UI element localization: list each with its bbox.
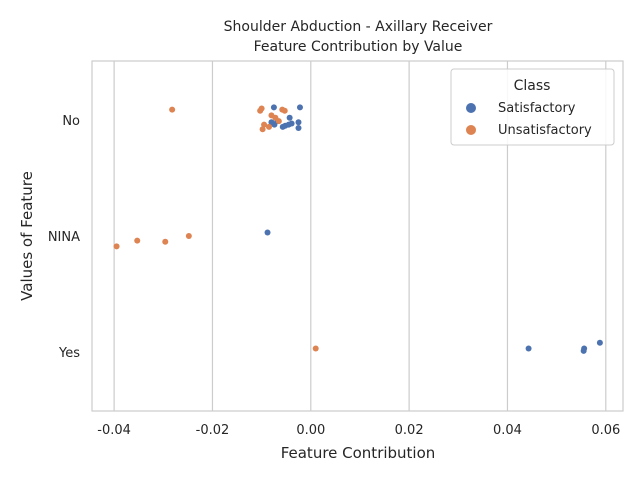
data-point-unsatisfactory xyxy=(257,107,264,114)
x-tick-label: 0.06 xyxy=(591,423,620,438)
data-point-unsatisfactory xyxy=(259,126,266,133)
plot-frame xyxy=(91,60,624,412)
x-axis-label: Feature Contribution xyxy=(281,444,436,462)
data-point-satisfactory xyxy=(264,229,271,236)
legend-marker-satisfactory xyxy=(466,103,476,113)
x-tick-label: 0.04 xyxy=(493,423,522,438)
data-point-unsatisfactory xyxy=(162,238,169,245)
legend-label-unsatisfactory: Unsatisfactory xyxy=(498,123,592,138)
data-points xyxy=(113,104,603,354)
data-point-satisfactory xyxy=(295,119,302,126)
x-tick-labels: -0.04 -0.02 0.00 0.02 0.04 0.06 xyxy=(97,423,620,438)
x-tick-label: 0.02 xyxy=(395,423,424,438)
data-point-unsatisfactory xyxy=(185,233,192,239)
y-tick-label: No xyxy=(62,114,80,129)
data-point-unsatisfactory xyxy=(275,118,282,125)
data-point-satisfactory xyxy=(295,125,302,132)
data-point-unsatisfactory xyxy=(266,123,272,130)
data-point-satisfactory xyxy=(288,120,295,127)
legend-label-satisfactory: Satisfactory xyxy=(498,101,576,116)
data-point-satisfactory xyxy=(596,339,603,346)
data-point-satisfactory xyxy=(286,114,293,121)
y-tick-label: NINA xyxy=(48,230,80,245)
legend-box xyxy=(450,68,615,146)
data-point-satisfactory xyxy=(296,104,303,111)
y-tick-labels: No NINA Yes xyxy=(48,114,80,361)
data-point-satisfactory xyxy=(279,123,286,130)
data-point-unsatisfactory xyxy=(113,243,120,250)
legend-marker-unsatisfactory xyxy=(466,125,476,135)
data-point-unsatisfactory xyxy=(169,106,176,113)
data-point-satisfactory xyxy=(270,104,277,111)
x-tick-label: 0.00 xyxy=(296,423,325,438)
chart-title-line2: Feature Contribution by Value xyxy=(254,39,463,55)
legend: Class Satisfactory Unsatisfactory xyxy=(450,68,615,146)
data-point-unsatisfactory xyxy=(261,121,268,128)
data-point-unsatisfactory xyxy=(312,345,319,352)
y-axis-label: Values of Feature xyxy=(18,171,36,301)
y-tick-label: Yes xyxy=(58,346,80,361)
data-point-unsatisfactory xyxy=(134,237,141,244)
x-tick-label: -0.02 xyxy=(196,423,230,438)
x-tick-label: -0.04 xyxy=(97,423,131,438)
legend-title: Class xyxy=(514,78,551,94)
data-point-satisfactory xyxy=(525,345,532,352)
chart-title-line1: Shoulder Abduction - Axillary Receiver xyxy=(224,19,493,35)
data-point-unsatisfactory xyxy=(281,107,288,114)
data-point-satisfactory xyxy=(580,347,587,354)
